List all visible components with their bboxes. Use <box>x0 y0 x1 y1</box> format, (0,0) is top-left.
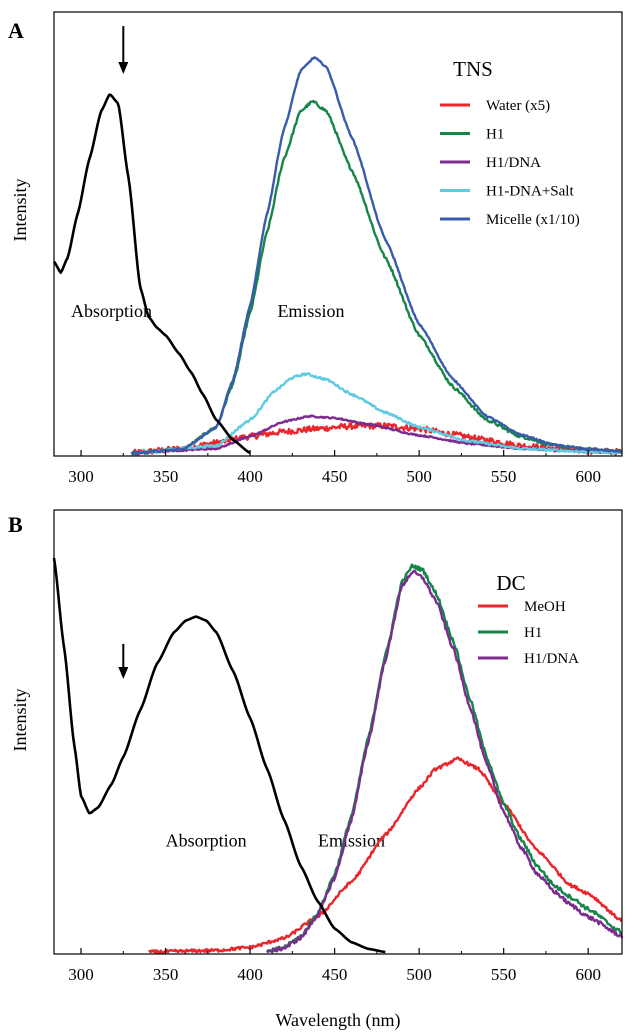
legend-label-h1: H1 <box>486 127 504 143</box>
x-tick-label: 600 <box>575 467 601 486</box>
x-tick-label: 350 <box>153 467 179 486</box>
panel-a-emission-label: Emission <box>277 301 344 321</box>
panel-b-curves <box>52 557 624 955</box>
legend-label-micelle-x1-10: Micelle (x1/10) <box>486 212 580 228</box>
x-tick-label: 600 <box>575 965 601 984</box>
panel-a-plot-frame <box>53 11 623 457</box>
panel-a-x-ticks: 300 350 400 450 500 550 600 <box>68 450 601 486</box>
series-line-micelle-x1-10 <box>130 56 623 455</box>
panel-b-y-axis-label: Intensity <box>10 689 30 752</box>
series-line-absorption <box>52 557 386 954</box>
x-tick-label: 300 <box>68 965 94 984</box>
panel-b-legend: MeOH H1 H1/DNA <box>478 599 579 667</box>
arrow-head <box>118 61 129 74</box>
legend-label-h1-dna-salt: H1-DNA+Salt <box>486 184 574 200</box>
panel-b-plot-frame <box>53 509 623 955</box>
panel-b-emission-label: Emission <box>318 831 385 851</box>
panel-a-legend-title: TNS <box>453 57 493 81</box>
panel-a-arrow-icon <box>118 26 129 74</box>
legend-label-water-x5: Water (x5) <box>486 98 550 114</box>
x-tick-label: 400 <box>237 467 263 486</box>
series-line-h1-dna-salt <box>131 372 623 455</box>
x-axis-label: Wavelength (nm) <box>275 1010 400 1031</box>
legend-label-meoh: MeOH <box>524 599 566 615</box>
x-tick-label: 550 <box>491 467 517 486</box>
x-tick-label: 500 <box>406 965 432 984</box>
panel-a-absorption-label: Absorption <box>71 301 152 321</box>
x-tick-label: 450 <box>322 467 348 486</box>
legend-label-h1: H1 <box>524 625 542 641</box>
x-tick-label: 300 <box>68 467 94 486</box>
panel-a-y-axis-label: Intensity <box>10 179 30 242</box>
x-tick-label: 350 <box>153 965 179 984</box>
panel-b: B Intensity DC Absorption Emission 300 35… <box>8 509 624 984</box>
panel-b-x-ticks: 300 350 400 450 500 550 600 <box>68 948 601 984</box>
panel-letter-b: B <box>8 512 23 537</box>
series-line-h1 <box>130 99 623 456</box>
x-tick-label: 450 <box>322 965 348 984</box>
panel-letter-a: A <box>8 18 24 43</box>
x-tick-label: 400 <box>237 965 263 984</box>
series-line-h1-dna <box>266 569 624 954</box>
panel-b-absorption-label: Absorption <box>166 831 247 851</box>
x-tick-label: 550 <box>491 965 517 984</box>
series-line-absorption <box>52 93 251 455</box>
panel-a: A Intensity TNS Absorption Emission 300 3… <box>8 11 623 486</box>
panel-b-legend-title: DC <box>496 571 525 595</box>
panel-a-legend: Water (x5) H1 H1/DNA H1-DNA+Salt Micelle (x1… <box>440 98 580 228</box>
arrow-head <box>118 667 129 679</box>
x-tick-label: 500 <box>406 467 432 486</box>
panel-b-arrow-icon <box>118 643 129 679</box>
series-line-meoh <box>147 756 623 955</box>
panel-a-curves <box>52 56 623 456</box>
legend-label-h1-dna: H1/DNA <box>486 155 541 171</box>
legend-label-h1-dna: H1/DNA <box>524 651 579 667</box>
